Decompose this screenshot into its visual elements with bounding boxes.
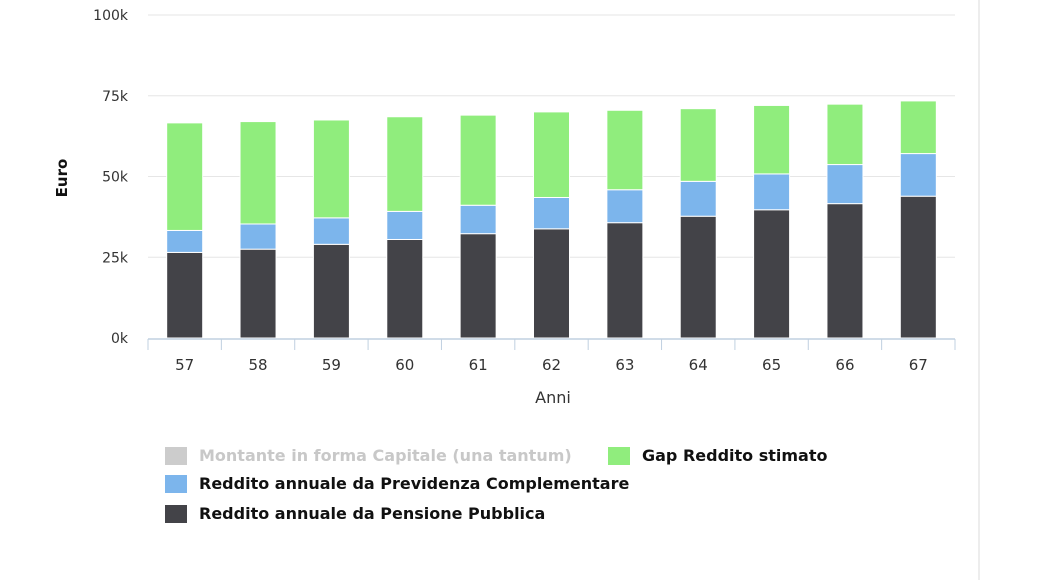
bar-segment[interactable] (386, 210, 424, 240)
x-axis (147, 338, 956, 350)
bar-segment[interactable] (679, 108, 717, 182)
bar-segment[interactable] (826, 103, 864, 166)
bar-segment[interactable] (899, 195, 937, 339)
bar-segment[interactable] (753, 209, 791, 339)
legend-swatch (165, 446, 187, 465)
bar-segment[interactable] (239, 223, 277, 250)
bar-segment[interactable] (606, 189, 644, 224)
bar-segment[interactable] (239, 248, 277, 339)
x-tick-label: 63 (615, 356, 634, 374)
x-tick-label: 64 (689, 356, 708, 374)
legend-label: Montante in forma Capitale (una tantum) (199, 446, 572, 465)
bar-segment[interactable] (312, 119, 350, 219)
legend-swatch (165, 504, 187, 523)
bar-segment[interactable] (312, 243, 350, 339)
bar-segment[interactable] (679, 215, 717, 339)
bar-segment[interactable] (826, 203, 864, 339)
legend-item-pensione-pubblica[interactable]: Reddito annuale da Pensione Pubblica (165, 504, 545, 523)
bar-segment[interactable] (166, 229, 204, 253)
bar-segment[interactable] (899, 153, 937, 197)
y-axis-label: Euro (53, 159, 71, 198)
bar-segment[interactable] (606, 222, 644, 339)
x-axis-label: Anni (535, 388, 571, 407)
x-tick-label: 60 (395, 356, 414, 374)
bar-segment[interactable] (826, 164, 864, 205)
bar-segment[interactable] (533, 111, 570, 198)
panel-divider (978, 0, 980, 580)
x-tick-label: 58 (248, 356, 267, 374)
legend-label: Gap Reddito stimato (642, 446, 828, 465)
bar-segment[interactable] (312, 217, 350, 245)
legend-label: Reddito annuale da Previdenza Complement… (199, 474, 630, 493)
legend-item-montante-capitale[interactable]: Montante in forma Capitale (una tantum) (165, 446, 572, 465)
bar-segment[interactable] (386, 116, 424, 212)
y-tick-label: 0k (111, 331, 129, 347)
bar-segment[interactable] (533, 228, 570, 339)
bars (166, 100, 937, 339)
x-axis-ticks: 57 58 59 60 61 62 63 64 65 66 67 (175, 356, 928, 374)
bar-segment[interactable] (606, 109, 644, 191)
bar-segment[interactable] (753, 173, 791, 211)
x-tick-label: 61 (469, 356, 488, 374)
bar-segment[interactable] (899, 100, 937, 155)
legend-swatch (165, 474, 187, 493)
bar-segment[interactable] (239, 121, 277, 225)
y-axis-ticks: 0k 25k 50k 75k 100k (93, 8, 129, 347)
bar-segment[interactable] (459, 114, 497, 206)
legend-item-previdenza-complementare[interactable]: Reddito annuale da Previdenza Complement… (165, 474, 629, 493)
legend-swatch (608, 446, 630, 465)
legend-label: Reddito annuale da Pensione Pubblica (199, 504, 546, 523)
bar-segment[interactable] (386, 238, 424, 339)
bar-segment[interactable] (679, 180, 717, 217)
bar-segment[interactable] (166, 122, 204, 231)
x-tick-label: 67 (909, 356, 928, 374)
bar-segment[interactable] (166, 251, 204, 339)
x-tick-label: 66 (835, 356, 854, 374)
y-tick-label: 100k (93, 8, 129, 24)
legend-item-gap-reddito[interactable]: Gap Reddito stimato (608, 446, 828, 465)
bar-segment[interactable] (533, 196, 570, 230)
x-tick-label: 62 (542, 356, 561, 374)
x-tick-label: 59 (322, 356, 341, 374)
y-tick-label: 50k (102, 170, 129, 186)
bar-segment[interactable] (459, 233, 497, 339)
bar-segment[interactable] (753, 104, 791, 175)
x-tick-label: 57 (175, 356, 194, 374)
bar-segment[interactable] (459, 204, 497, 235)
x-tick-label: 65 (762, 356, 781, 374)
y-tick-label: 75k (102, 89, 129, 105)
y-tick-label: 25k (102, 250, 129, 266)
